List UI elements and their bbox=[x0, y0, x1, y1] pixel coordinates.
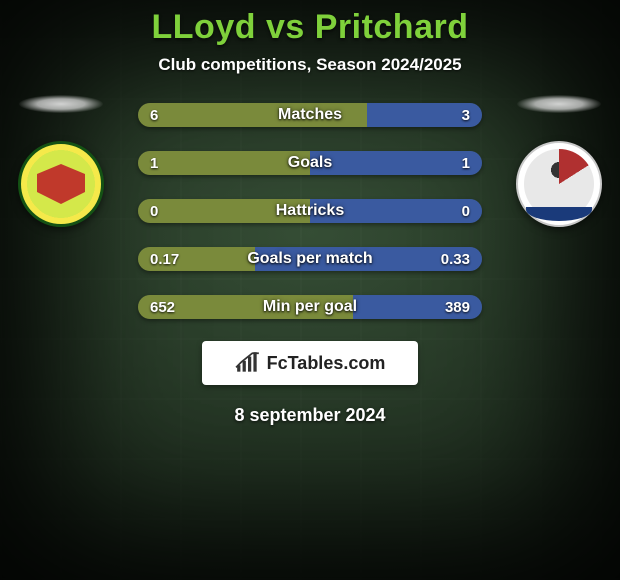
club-crest-left bbox=[18, 141, 104, 227]
stat-segment-right bbox=[310, 199, 482, 223]
date-text: 8 september 2024 bbox=[234, 405, 385, 426]
crest-shield-icon bbox=[37, 164, 85, 204]
stat-segment-right bbox=[353, 295, 482, 319]
stat-segment-right bbox=[367, 103, 482, 127]
page-subtitle: Club competitions, Season 2024/2025 bbox=[158, 55, 461, 75]
branding-text: FcTables.com bbox=[267, 353, 386, 374]
stat-row: Matches63 bbox=[138, 103, 482, 127]
stat-segment-left bbox=[138, 247, 255, 271]
stat-row: Goals11 bbox=[138, 151, 482, 175]
player-left-side bbox=[18, 95, 104, 227]
chart-icon bbox=[235, 352, 261, 374]
comparison-main: Matches63 Goals11 Hattricks00 Goals per mat… bbox=[0, 103, 620, 319]
crest-ribbon-icon bbox=[526, 207, 592, 221]
stat-segment-left bbox=[138, 151, 310, 175]
stat-segment-left bbox=[138, 103, 367, 127]
stat-bars: Matches63 Goals11 Hattricks00 Goals per mat… bbox=[138, 103, 482, 319]
content-wrapper: LLoyd vs Pritchard Club competitions, Se… bbox=[0, 0, 620, 580]
stat-segment-right bbox=[255, 247, 482, 271]
page-title: LLoyd vs Pritchard bbox=[152, 8, 469, 47]
branding-badge: FcTables.com bbox=[202, 341, 418, 385]
stat-row: Goals per match0.170.33 bbox=[138, 247, 482, 271]
stat-row: Min per goal652389 bbox=[138, 295, 482, 319]
stat-segment-left bbox=[138, 199, 310, 223]
player-right-side bbox=[516, 95, 602, 227]
player-shadow-right bbox=[517, 95, 601, 113]
stat-segment-left bbox=[138, 295, 353, 319]
stat-segment-right bbox=[310, 151, 482, 175]
player-shadow-left bbox=[19, 95, 103, 113]
club-crest-right bbox=[516, 141, 602, 227]
stat-row: Hattricks00 bbox=[138, 199, 482, 223]
